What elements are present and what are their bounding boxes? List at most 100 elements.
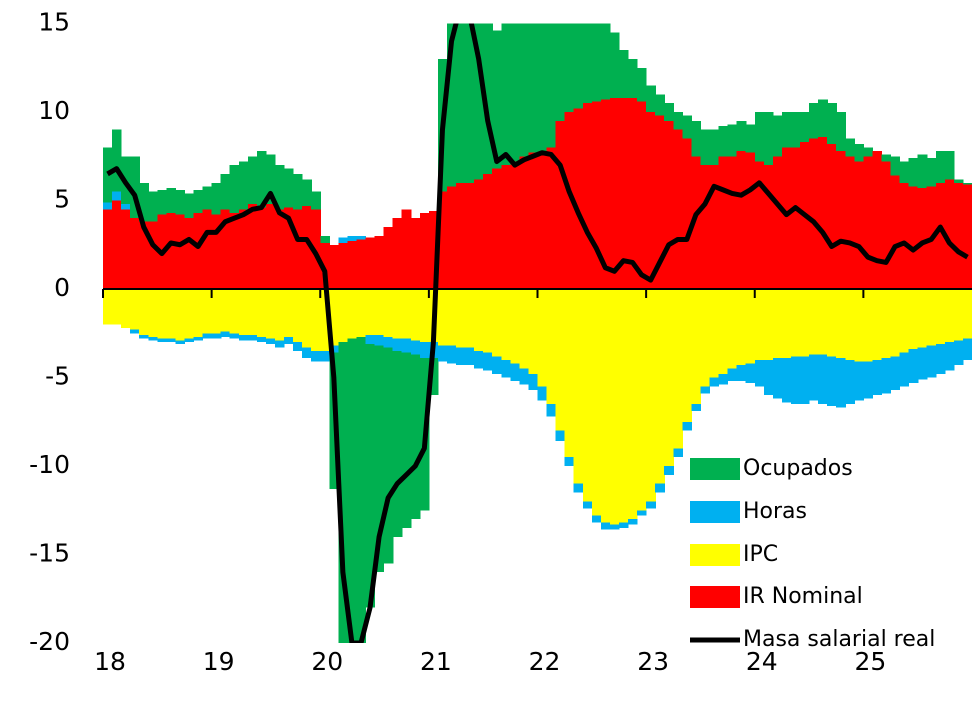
bar-segment bbox=[265, 289, 276, 339]
bar-segment bbox=[718, 373, 729, 385]
bar-segment bbox=[446, 345, 457, 364]
y-tick-label: 15 bbox=[38, 8, 70, 37]
bar-segment bbox=[528, 289, 539, 374]
bar-segment bbox=[736, 150, 747, 289]
bar-segment bbox=[763, 165, 774, 289]
bar-segment bbox=[944, 179, 955, 289]
bar-segment bbox=[618, 522, 629, 528]
bar-segment bbox=[374, 345, 385, 573]
bar-segment bbox=[709, 165, 720, 289]
bar-segment bbox=[818, 99, 828, 137]
x-tick-label: 19 bbox=[203, 647, 235, 676]
bar-segment bbox=[256, 150, 267, 208]
bar-segment bbox=[157, 289, 167, 339]
bar-segment bbox=[410, 354, 421, 520]
bar-segment bbox=[863, 361, 874, 399]
x-tick-label: 22 bbox=[529, 647, 561, 676]
bar-segment bbox=[365, 335, 376, 344]
bar-segment bbox=[564, 457, 575, 466]
bar-segment bbox=[510, 23, 520, 162]
bar-segment bbox=[456, 23, 466, 183]
bar-segment bbox=[392, 289, 403, 339]
legend-label: Ocupados bbox=[743, 456, 853, 481]
bar-segment bbox=[772, 358, 783, 399]
bar-segment bbox=[193, 336, 204, 341]
bar-segment bbox=[419, 212, 430, 289]
bar-segment bbox=[609, 289, 620, 525]
bar-segment bbox=[772, 156, 783, 289]
bar-segment bbox=[311, 191, 321, 210]
bar-segment bbox=[184, 218, 195, 289]
bar-segment bbox=[401, 289, 412, 339]
bar-segment bbox=[130, 329, 140, 334]
bar-segment bbox=[962, 289, 972, 339]
bar-segment bbox=[256, 336, 267, 343]
bar-segment bbox=[727, 156, 738, 289]
bar-segment bbox=[727, 289, 738, 369]
bar-segment bbox=[727, 368, 738, 382]
bar-segment bbox=[112, 289, 122, 325]
bar-segment bbox=[818, 354, 828, 405]
bar-segment bbox=[537, 386, 548, 401]
bar-segment bbox=[193, 289, 204, 337]
bar-segment bbox=[383, 336, 394, 348]
bar-segment bbox=[836, 289, 846, 359]
bar-segment bbox=[718, 126, 729, 157]
bar-segment bbox=[555, 289, 566, 431]
bar-segment bbox=[637, 289, 647, 511]
bar-segment bbox=[781, 289, 792, 359]
bar-segment bbox=[908, 289, 919, 350]
bar-segment bbox=[754, 112, 765, 162]
bar-segment bbox=[655, 115, 665, 289]
bar-segment bbox=[772, 115, 783, 157]
bar-segment bbox=[763, 289, 774, 360]
bar-segment bbox=[962, 338, 972, 360]
bar-segment bbox=[628, 58, 638, 98]
bar-segment bbox=[229, 289, 240, 334]
bar-segment bbox=[564, 289, 575, 458]
bar-segment bbox=[410, 218, 421, 289]
bar-segment bbox=[781, 358, 792, 403]
bar-segment bbox=[166, 338, 177, 343]
bar-segment bbox=[347, 241, 358, 289]
bar-segment bbox=[284, 207, 294, 289]
bar-segment bbox=[383, 227, 394, 289]
bar-segment bbox=[302, 289, 312, 348]
bar-segment bbox=[736, 120, 747, 151]
bar-segment bbox=[121, 204, 131, 210]
bar-segment bbox=[618, 50, 629, 98]
bar-segment bbox=[944, 289, 955, 343]
bar-segment bbox=[347, 338, 358, 643]
y-tick-label: -10 bbox=[29, 450, 70, 479]
bar-segment bbox=[356, 235, 367, 240]
bar-segment bbox=[781, 147, 792, 289]
bar-segment bbox=[202, 209, 213, 289]
bar-segment bbox=[591, 289, 602, 516]
bar-segment bbox=[537, 152, 548, 289]
bar-segment bbox=[284, 336, 294, 344]
bar-segment bbox=[790, 112, 801, 148]
bar-segment bbox=[139, 182, 149, 222]
bar-segment bbox=[872, 359, 883, 396]
bar-segment bbox=[166, 289, 177, 339]
bar-segment bbox=[356, 289, 367, 337]
bar-segment bbox=[953, 179, 964, 183]
bar-segment bbox=[284, 168, 294, 208]
bar-segment bbox=[917, 188, 928, 289]
bar-segment bbox=[582, 501, 593, 509]
bar-segment bbox=[582, 23, 593, 104]
x-tick-label: 25 bbox=[854, 647, 886, 676]
bar-segment bbox=[537, 23, 548, 153]
bar-segment bbox=[890, 156, 901, 176]
bar-segment bbox=[302, 179, 312, 206]
legend-label: Horas bbox=[743, 499, 807, 524]
bar-segment bbox=[103, 209, 113, 289]
bar-segment bbox=[899, 182, 910, 289]
bar-segment bbox=[546, 404, 557, 417]
bar-segment bbox=[709, 289, 720, 378]
y-tick-label: -20 bbox=[29, 627, 70, 656]
bar-segment bbox=[465, 182, 475, 289]
bar-segment bbox=[103, 289, 113, 325]
legend-label: Masa salarial real bbox=[743, 627, 935, 652]
bar-segment bbox=[881, 289, 892, 359]
